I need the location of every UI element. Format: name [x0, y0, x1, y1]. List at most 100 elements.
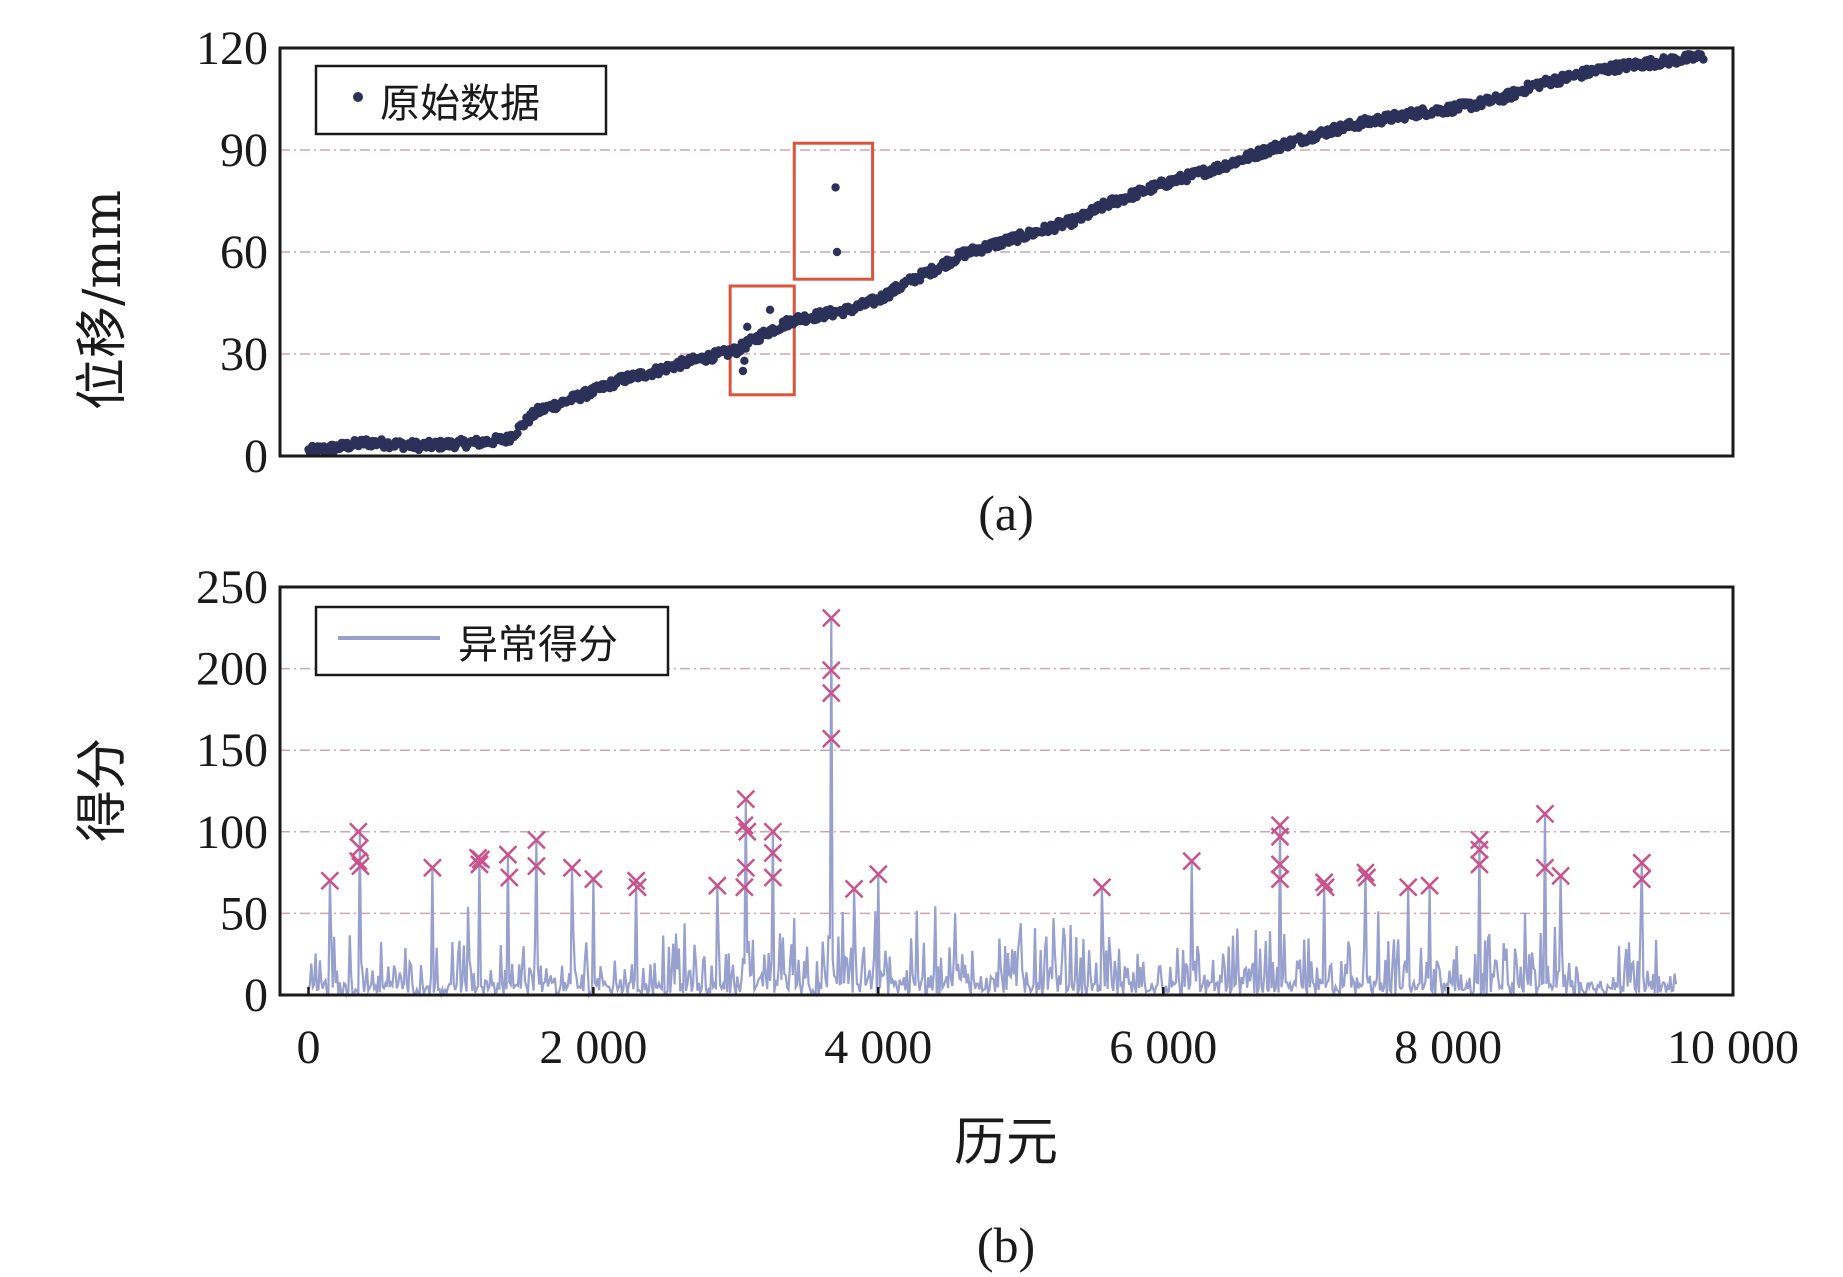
raw-data-point — [513, 429, 522, 438]
anomaly-marker — [348, 822, 368, 842]
anomaly-marker — [736, 789, 756, 809]
panel-b-x-axis-title: 历元 — [954, 1113, 1058, 1173]
anomaly-marker — [1092, 877, 1112, 897]
anomaly-marker — [707, 876, 727, 896]
anomaly-marker — [821, 660, 841, 680]
panel-a-y-tick-label: 120 — [196, 22, 268, 75]
anomaly-marker — [737, 822, 757, 842]
anomaly-marker — [1182, 851, 1202, 871]
panel-b-legend: 异常得分 — [314, 605, 670, 677]
panel-b-x-ticks: 0 2 000 4 000 6 000 8 000 10 000 — [296, 987, 1799, 1074]
anomaly-marker — [499, 868, 519, 887]
anomaly-marker — [1632, 869, 1652, 889]
anomaly-marker — [1420, 876, 1439, 896]
panel-a-y-tick-label: 90 — [220, 124, 268, 177]
anomaly-marker — [527, 856, 546, 876]
anomaly-marker — [1270, 869, 1290, 889]
anomaly-marker — [821, 608, 841, 628]
panel-b-y-tick-label: 150 — [196, 724, 268, 777]
panel-b-x-tick-label: 2 000 — [539, 1021, 647, 1074]
panel-b-y-tick-label: 50 — [220, 887, 268, 940]
highlight-box — [728, 284, 796, 397]
panel-b-legend-box — [314, 605, 670, 677]
anomaly-marker — [498, 845, 518, 865]
panel-b-anomaly-score-chart: 0 50 100 150 200 250 0 2 000 4 000 6 000 8 000 10 … — [73, 561, 1799, 1273]
anomaly-marker — [763, 843, 783, 863]
anomaly-marker — [320, 871, 340, 891]
anomaly-marker — [1357, 868, 1377, 887]
raw-data-outlier-point — [832, 247, 842, 257]
anomaly-marker — [735, 877, 754, 897]
raw-data-point — [1699, 55, 1708, 64]
anomaly-marker — [736, 858, 756, 878]
anomaly-marker — [1316, 877, 1335, 897]
anomaly-marker — [348, 851, 368, 871]
panel-a-label: (a) — [978, 485, 1034, 541]
panel-b-x-tick-label: 8 000 — [1394, 1021, 1502, 1074]
panel-a-highlight-boxes — [728, 141, 875, 397]
panel-b-x-tick-label: 6 000 — [1109, 1021, 1217, 1074]
panel-a-gridlines — [280, 149, 1733, 355]
anomaly-marker — [821, 683, 841, 703]
panel-b-label: (b) — [977, 1217, 1035, 1273]
anomaly-marker — [1356, 863, 1375, 882]
panel-b-y-tick-label: 0 — [244, 969, 268, 1022]
anomaly-marker — [868, 864, 888, 884]
highlight-box — [792, 141, 875, 281]
anomaly-marker — [1551, 866, 1571, 886]
anomaly-marker — [584, 869, 603, 889]
panel-a-y-tick-label: 60 — [220, 226, 268, 279]
panel-b-y-tick-label: 200 — [196, 643, 268, 696]
panel-b-x-tick-label: 0 — [296, 1021, 320, 1074]
anomaly-marker — [735, 815, 754, 835]
panel-a-y-tick-label: 30 — [220, 328, 268, 381]
panel-b-y-ticks: 0 50 100 150 200 250 — [196, 561, 268, 1022]
panel-b-y-tick-label: 250 — [196, 561, 268, 614]
anomaly-marker — [763, 868, 783, 887]
anomaly-marker — [763, 822, 783, 842]
panel-b-x-tick-label: 4 000 — [824, 1021, 932, 1074]
anomaly-marker — [351, 856, 370, 876]
panel-a-y-tick-label: 0 — [244, 430, 268, 483]
raw-data-outlier-point — [737, 343, 746, 352]
anomaly-marker — [844, 879, 864, 899]
panel-b-legend-label: 异常得分 — [458, 622, 618, 668]
anomaly-marker — [1632, 853, 1652, 873]
anomaly-marker — [1314, 873, 1334, 892]
raw-data-outlier-point — [743, 322, 752, 331]
anomaly-marker — [470, 855, 489, 874]
raw-data-outlier-point — [831, 183, 840, 192]
panel-b-y-tick-label: 100 — [196, 806, 268, 859]
panel-a-y-ticks: 0 30 60 90 120 — [196, 22, 268, 483]
anomaly-marker — [626, 871, 646, 891]
anomaly-marker — [423, 858, 442, 878]
anomaly-marker — [1270, 855, 1290, 874]
anomaly-marker — [1270, 827, 1290, 847]
panel-a-raw-data-points — [304, 49, 1708, 458]
anomaly-marker — [628, 877, 647, 897]
raw-data-outlier-point — [738, 366, 748, 376]
anomaly-marker — [562, 858, 582, 878]
anomaly-marker — [1398, 877, 1418, 897]
anomaly-marker — [821, 729, 841, 749]
panel-a-y-axis-title: 位移/mm — [73, 190, 133, 410]
anomaly-marker — [1535, 804, 1555, 824]
raw-data-outlier-point — [740, 356, 749, 365]
legend-raw-data-dot-icon — [353, 92, 363, 102]
panel-b-y-axis-title: 得分 — [73, 738, 133, 842]
panel-b-gridlines — [280, 667, 1733, 915]
panel-b-anomaly-markers — [320, 608, 1652, 899]
anomaly-marker — [1535, 858, 1555, 878]
raw-data-outlier-point — [765, 305, 775, 314]
panel-a-legend-label: 原始数据 — [380, 81, 540, 127]
panel-a-legend-box — [314, 64, 608, 136]
panel-b-x-tick-label: 10 000 — [1667, 1021, 1799, 1074]
panel-b-plot-frame — [278, 585, 1735, 997]
panel-a-plot-frame — [278, 46, 1735, 458]
anomaly-marker — [1470, 840, 1489, 860]
anomaly-marker — [1470, 855, 1489, 874]
anomaly-marker — [527, 830, 546, 850]
anomaly-marker — [471, 850, 491, 869]
panel-a-legend: 原始数据 — [314, 64, 608, 136]
